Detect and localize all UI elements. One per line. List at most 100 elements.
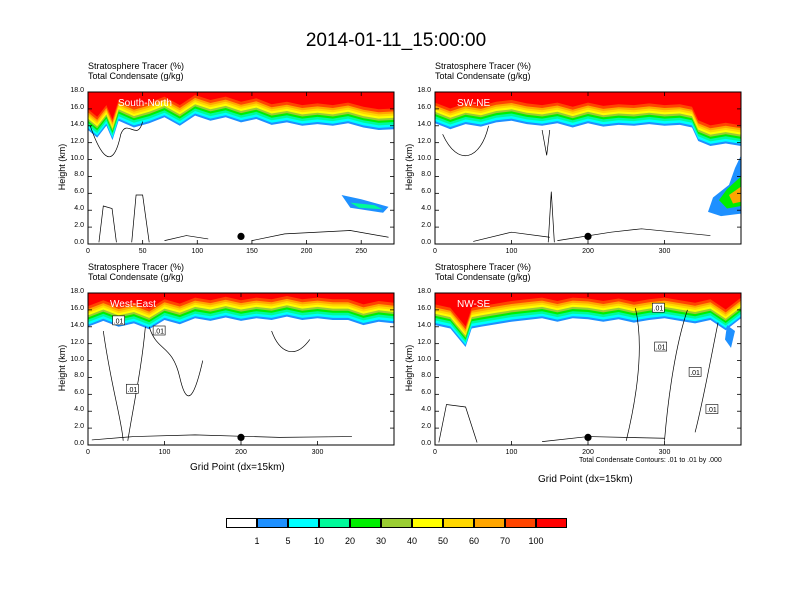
- colorbar-label: 10: [313, 536, 324, 546]
- x-tick-label: 200: [300, 248, 313, 255]
- condensate-contour: [89, 121, 143, 158]
- x-tick-label: 0: [433, 449, 437, 456]
- condensate-contour: [473, 191, 711, 243]
- y-tick-label: 16.0: [417, 304, 431, 312]
- condensate-contour: [271, 330, 311, 352]
- y-tick-label: 10.0: [70, 154, 84, 162]
- contour-label: .01: [654, 306, 664, 313]
- panel-title-condensate: Total Condensate (g/kg): [88, 71, 184, 81]
- colorbar-swatch: [381, 518, 412, 528]
- y-tick-label: 12.0: [417, 137, 431, 145]
- panel-title-tracer: Stratosphere Tracer (%): [435, 262, 532, 272]
- x-tick-label: 250: [355, 248, 368, 255]
- colorbar-label: 60: [468, 536, 479, 546]
- x-tick-label: 150: [246, 248, 258, 255]
- panel-title-condensate: Total Condensate (g/kg): [435, 71, 531, 81]
- y-tick-label: 10.0: [417, 154, 431, 162]
- y-tick-label: 12.0: [417, 338, 431, 346]
- y-tick-label: 18.0: [417, 288, 431, 295]
- plot-area: .01 .01 .01 West-East: [87, 292, 395, 446]
- colorbar-label: 30: [375, 536, 386, 546]
- colorbar-label: 20: [344, 536, 355, 546]
- tracer-blob-blue: [341, 195, 389, 213]
- y-tick-label: 16.0: [70, 103, 84, 111]
- colorbar-swatch: [288, 518, 319, 528]
- contour-label: .01: [656, 345, 666, 352]
- y-tick-label: 10.0: [70, 355, 84, 363]
- plot-frame: [87, 292, 395, 446]
- tracer-blob-green: [350, 202, 384, 210]
- contour-label-box: [652, 302, 665, 313]
- y-tick-label: 6.0: [74, 389, 84, 397]
- condensate-contour: [91, 434, 352, 441]
- panel-title-tracer: Stratosphere Tracer (%): [88, 262, 185, 272]
- panel-nw-se: Stratosphere Tracer (%) Total Condensate …: [404, 262, 742, 456]
- colorbar-label: 70: [499, 536, 510, 546]
- condensate-contour: [438, 404, 478, 443]
- x-tick-label: 200: [235, 449, 247, 456]
- contour-label: .01: [707, 407, 717, 414]
- tracer-blob-blue: [725, 325, 735, 348]
- y-tick-label: 2.0: [421, 222, 431, 230]
- condensate-contour: [542, 436, 665, 442]
- x-tick-label: 100: [505, 449, 518, 456]
- colorbar-label: 1: [254, 536, 260, 546]
- x-tick-label: 100: [191, 248, 204, 255]
- y-tick-label: 8.0: [74, 372, 84, 380]
- contour-label: .01: [128, 387, 138, 394]
- x-axis-label-right: Grid Point (dx=15km): [538, 474, 633, 485]
- y-tick-label: 18.0: [417, 87, 431, 94]
- contour-note: Total Condensate Contours: .01 to .01 by…: [579, 457, 722, 464]
- location-marker: [584, 433, 592, 441]
- contour-label-box: [705, 404, 719, 414]
- tracer-blob-orange: [729, 186, 741, 204]
- x-tick-label: 200: [582, 248, 594, 255]
- panel-south-north: Stratosphere Tracer (%) Total Condensate …: [57, 61, 395, 255]
- condensate-contour: [541, 129, 551, 156]
- y-tick-label: 14.0: [70, 120, 84, 128]
- panel-sw-ne: Stratosphere Tracer (%) Total Condensate …: [404, 61, 742, 255]
- y-tick-label: 2.0: [74, 423, 84, 431]
- y-tick-label: 14.0: [417, 120, 431, 128]
- figure-title: 2014-01-11_15:00:00: [305, 30, 487, 51]
- colorbar-swatch: [226, 518, 257, 528]
- x-tick-label: 300: [658, 449, 671, 456]
- y-tick-label: 10.0: [417, 355, 431, 363]
- y-tick-label: 12.0: [70, 137, 84, 145]
- colorbar-label: 5: [285, 536, 291, 546]
- contour-label-box: [126, 383, 139, 394]
- x-tick-label: 0: [433, 248, 437, 255]
- contour-label: .01: [154, 329, 164, 336]
- tracer-band-undefined9: [435, 293, 741, 330]
- condensate-contour: [694, 322, 719, 433]
- colorbar-swatch: [257, 518, 288, 528]
- location-marker: [584, 232, 592, 240]
- x-tick-label: 0: [86, 449, 90, 456]
- plot-frame: [87, 91, 395, 245]
- colorbar-label: 100: [528, 536, 544, 546]
- condensate-contour: [442, 125, 489, 156]
- condensate-contour: [625, 308, 640, 441]
- x-tick-label: 100: [158, 449, 171, 456]
- y-tick-label: 16.0: [417, 103, 431, 111]
- panel-title-condensate: Total Condensate (g/kg): [88, 272, 184, 282]
- colorbar-swatch: [443, 518, 474, 528]
- y-tick-label: 18.0: [70, 87, 84, 94]
- y-tick-label: 14.0: [70, 321, 84, 329]
- contour-label-box: [152, 325, 166, 336]
- y-tick-label: 4.0: [421, 406, 431, 414]
- y-tick-label: 8.0: [74, 171, 84, 179]
- condensate-contour: [164, 230, 389, 241]
- contour-label-box: [688, 367, 702, 377]
- cross-section-annotation: West-East: [110, 299, 156, 310]
- y-tick-label: 14.0: [417, 321, 431, 329]
- y-tick-label: 6.0: [421, 389, 431, 397]
- plot-frame: [434, 91, 742, 245]
- cross-section-annotation: South-North: [118, 98, 172, 109]
- x-tick-label: 300: [658, 248, 671, 255]
- colorbar-label: 50: [437, 536, 448, 546]
- y-tick-label: 8.0: [421, 171, 431, 179]
- panel-west-east: Stratosphere Tracer (%) Total Condensate …: [57, 262, 395, 456]
- contour-label-box: [654, 341, 667, 352]
- colorbar-label: 40: [406, 536, 417, 546]
